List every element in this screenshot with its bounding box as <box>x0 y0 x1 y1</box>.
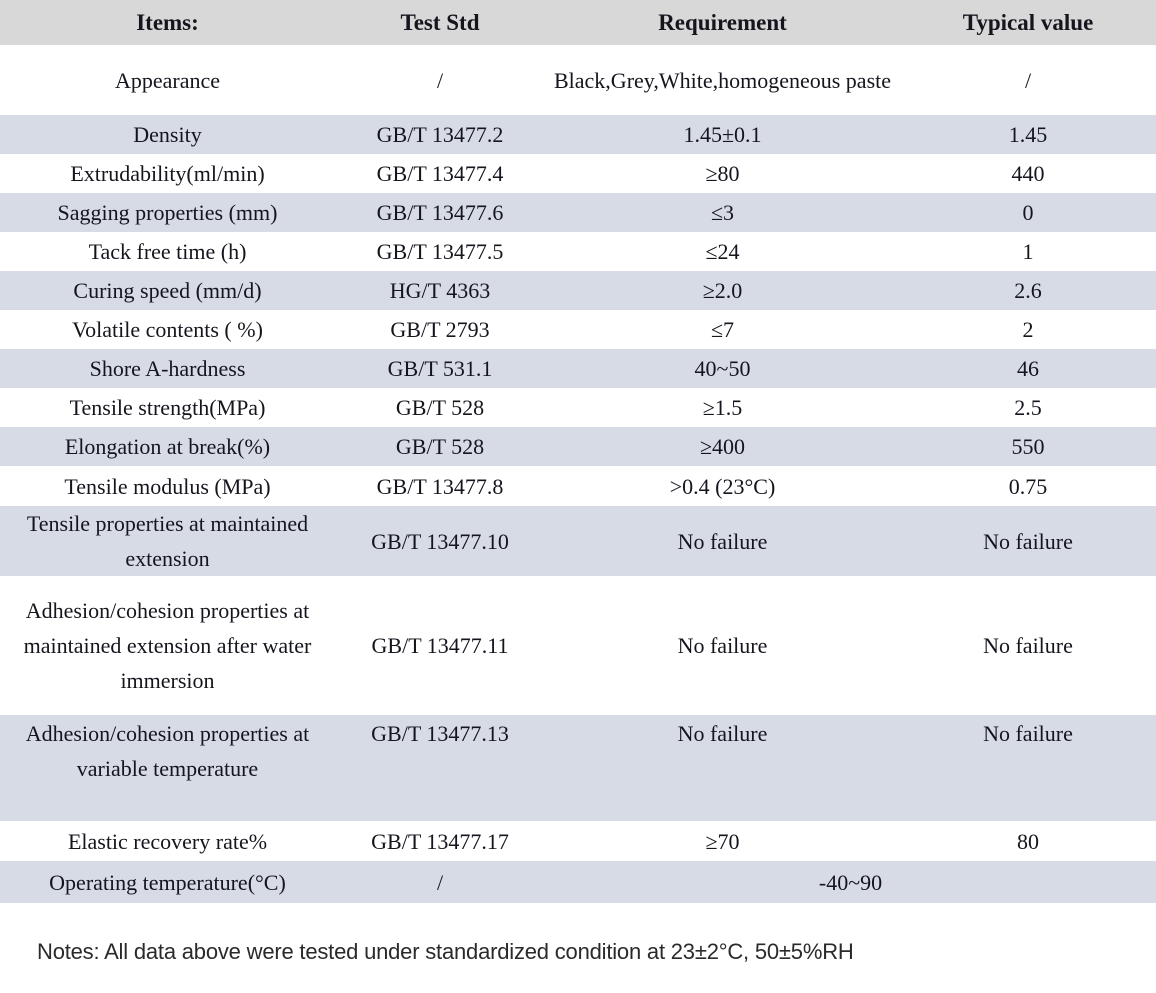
test-std-cell: GB/T 528 <box>395 434 485 459</box>
test-std-cell: GB/T 13477.2 <box>376 122 504 147</box>
requirement-cell: ≥400 <box>699 434 746 459</box>
requirement-cell: ≤24 <box>705 239 740 264</box>
table-row-tensile-properties: Tensile properties at maintained extensi… <box>0 506 1156 576</box>
test-std-cell: GB/T 13477.17 <box>371 828 509 854</box>
test-std-cell: / <box>436 869 444 895</box>
item-cell: Appearance <box>114 67 221 93</box>
table-row-sagging: Sagging properties (mm) GB/T 13477.6 ≤3 … <box>0 193 1156 232</box>
test-std-cell: GB/T 13477.13 <box>371 721 509 746</box>
col-header-requirement: Requirement <box>658 10 787 35</box>
typical-value-cell: No failure <box>983 528 1073 554</box>
table-row-shore-hardness: Shore A-hardness GB/T 531.1 40~50 46 <box>0 349 1156 388</box>
item-cell: Tack free time (h) <box>88 239 247 264</box>
test-std-cell: GB/T 13477.4 <box>376 161 504 186</box>
typical-value-cell: 2 <box>1022 317 1034 342</box>
test-std-cell: HG/T 4363 <box>389 278 491 303</box>
typical-value-cell: 2.6 <box>1014 278 1042 303</box>
table-row-volatile-contents: Volatile contents ( %) GB/T 2793 ≤7 2 <box>0 310 1156 349</box>
item-cell: Tensile properties at maintained extensi… <box>26 511 309 571</box>
table-row-tensile-strength: Tensile strength(MPa) GB/T 528 ≥1.5 2.5 <box>0 388 1156 427</box>
item-cell: Elastic recovery rate% <box>67 828 268 854</box>
item-cell: Shore A-hardness <box>89 356 246 381</box>
test-std-cell: GB/T 13477.10 <box>371 528 509 554</box>
table-row-extrudability: Extrudability(ml/min) GB/T 13477.4 ≥80 4… <box>0 154 1156 193</box>
item-cell: Volatile contents ( %) <box>72 317 263 342</box>
item-cell: Elongation at break(%) <box>64 434 271 459</box>
item-cell: Density <box>133 122 202 147</box>
table-header-row: Items: Test Std Requirement Typical valu… <box>0 0 1156 45</box>
typical-value-cell: 440 <box>1011 161 1045 186</box>
requirement-cell: No failure <box>677 721 768 746</box>
table-row-tack-free-time: Tack free time (h) GB/T 13477.5 ≤24 1 <box>0 232 1156 271</box>
test-std-cell: GB/T 13477.11 <box>371 633 509 658</box>
requirement-cell: Black,Grey,White,homogeneous paste <box>553 67 892 93</box>
test-std-cell: / <box>436 67 444 93</box>
typical-value-cell: 80 <box>1017 828 1039 854</box>
item-cell: Adhesion/cohesion properties at maintain… <box>23 598 312 693</box>
typical-value-cell: 1 <box>1022 239 1034 264</box>
test-std-cell: GB/T 13477.6 <box>376 200 504 225</box>
spec-table: Items: Test Std Requirement Typical valu… <box>0 0 1156 903</box>
col-header-typical-value: Typical value <box>962 10 1094 35</box>
requirement-cell: ≥70 <box>705 828 740 854</box>
requirement-cell: 1.45±0.1 <box>683 122 762 147</box>
typical-value-cell: 1.45 <box>1008 122 1048 147</box>
table-row-adhesion-variable-temperature: Adhesion/cohesion properties at variable… <box>0 715 1156 821</box>
test-std-cell: GB/T 2793 <box>390 317 490 342</box>
typical-value-cell: 0 <box>1022 200 1034 225</box>
typical-value-cell: 46 <box>1017 356 1039 381</box>
table-row-elastic-recovery: Elastic recovery rate% GB/T 13477.17 ≥70… <box>0 821 1156 861</box>
item-cell: Extrudability(ml/min) <box>70 161 265 186</box>
requirement-cell: No failure <box>677 633 768 658</box>
typical-value-cell: No failure <box>983 721 1073 746</box>
typical-value-cell: 550 <box>1011 434 1045 459</box>
typical-value-cell: 0.75 <box>1008 473 1048 499</box>
table-row-adhesion-water-immersion: Adhesion/cohesion properties at maintain… <box>0 576 1156 715</box>
test-std-cell: GB/T 528 <box>395 395 485 420</box>
table-row-curing-speed: Curing speed (mm/d) HG/T 4363 ≥2.0 2.6 <box>0 271 1156 310</box>
item-cell: Sagging properties (mm) <box>57 200 278 225</box>
item-cell: Operating temperature(°C) <box>49 869 286 895</box>
requirement-cell: >0.4 (23°C) <box>669 473 776 499</box>
item-cell: Tensile modulus (MPa) <box>64 473 271 499</box>
requirement-cell: 40~50 <box>694 356 751 381</box>
requirement-cell: ≥2.0 <box>702 278 743 303</box>
item-cell: Adhesion/cohesion properties at variable… <box>25 721 310 781</box>
requirement-cell: ≤7 <box>710 317 735 342</box>
typical-value-cell: 2.5 <box>1014 395 1042 420</box>
test-std-cell: GB/T 13477.8 <box>376 473 504 499</box>
typical-value-cell: / <box>1024 67 1032 93</box>
table-row-tensile-modulus: Tensile modulus (MPa) GB/T 13477.8 >0.4 … <box>0 466 1156 506</box>
requirement-cell: ≥1.5 <box>702 395 743 420</box>
requirement-cell: No failure <box>677 528 768 554</box>
notes-text: Notes: All data above were tested under … <box>37 939 854 964</box>
table-row-appearance: Appearance / Black,Grey,White,homogeneou… <box>0 45 1156 115</box>
requirement-cell: ≤3 <box>710 200 735 225</box>
table-row-density: Density GB/T 13477.2 1.45±0.1 1.45 <box>0 115 1156 154</box>
typical-value-cell: No failure <box>983 633 1073 658</box>
table-row-operating-temperature: Operating temperature(°C) / -40~90 <box>0 861 1156 903</box>
table-row-elongation: Elongation at break(%) GB/T 528 ≥400 550 <box>0 427 1156 466</box>
test-std-cell: GB/T 531.1 <box>387 356 493 381</box>
col-header-items: Items: <box>136 10 199 35</box>
requirement-merged-cell: -40~90 <box>818 869 883 895</box>
requirement-cell: ≥80 <box>705 161 740 186</box>
col-header-test-std: Test Std <box>400 10 480 35</box>
test-std-cell: GB/T 13477.5 <box>376 239 504 264</box>
item-cell: Tensile strength(MPa) <box>69 395 266 420</box>
item-cell: Curing speed (mm/d) <box>73 278 262 303</box>
